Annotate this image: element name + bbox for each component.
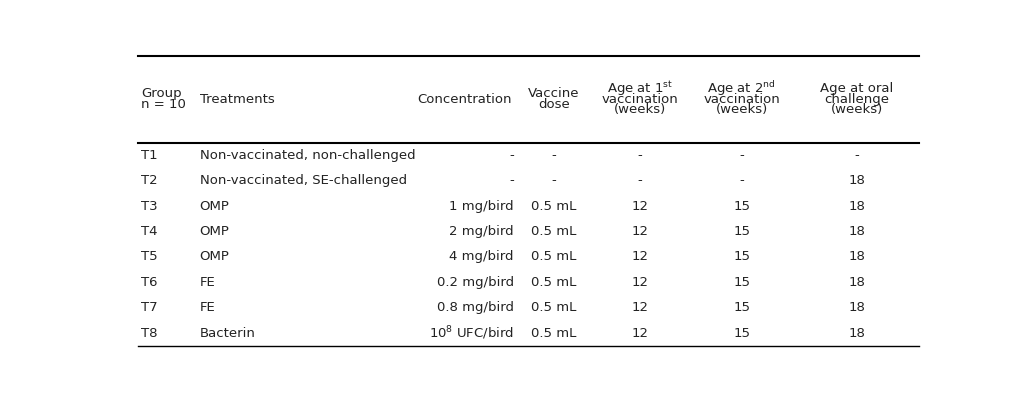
Text: 12: 12: [631, 327, 648, 340]
Text: challenge: challenge: [825, 93, 890, 106]
Text: 12: 12: [631, 276, 648, 289]
Text: 18: 18: [849, 276, 865, 289]
Text: -: -: [509, 174, 514, 187]
Text: 0.5 mL: 0.5 mL: [531, 251, 577, 263]
Text: 2 mg/bird: 2 mg/bird: [449, 225, 514, 238]
Text: 0.5 mL: 0.5 mL: [531, 276, 577, 289]
Text: T1: T1: [141, 149, 158, 162]
Text: FE: FE: [200, 301, 215, 314]
Text: -: -: [637, 149, 642, 162]
Text: Group: Group: [141, 87, 182, 101]
Text: Age at oral: Age at oral: [820, 82, 894, 95]
Text: 15: 15: [734, 327, 750, 340]
Text: 15: 15: [734, 225, 750, 238]
Text: 0.8 mg/bird: 0.8 mg/bird: [437, 301, 514, 314]
Text: 10$^{8}$ UFC/bird: 10$^{8}$ UFC/bird: [429, 324, 514, 342]
Text: T7: T7: [141, 301, 158, 314]
Text: (weeks): (weeks): [715, 103, 767, 116]
Text: 4 mg/bird: 4 mg/bird: [449, 251, 514, 263]
Text: 0.2 mg/bird: 0.2 mg/bird: [437, 276, 514, 289]
Text: 12: 12: [631, 251, 648, 263]
Text: Age at 2$^{\mathrm{nd}}$: Age at 2$^{\mathrm{nd}}$: [707, 79, 776, 98]
Text: Age at 1$^{\mathrm{st}}$: Age at 1$^{\mathrm{st}}$: [607, 79, 673, 98]
Text: 15: 15: [734, 251, 750, 263]
Text: 15: 15: [734, 301, 750, 314]
Text: 18: 18: [849, 251, 865, 263]
Text: FE: FE: [200, 276, 215, 289]
Text: 0.5 mL: 0.5 mL: [531, 225, 577, 238]
Text: T4: T4: [141, 225, 157, 238]
Text: 12: 12: [631, 301, 648, 314]
Text: -: -: [552, 149, 556, 162]
Text: 1 mg/bird: 1 mg/bird: [449, 200, 514, 213]
Text: OMP: OMP: [200, 200, 230, 213]
Text: (weeks): (weeks): [831, 103, 883, 116]
Text: 0.5 mL: 0.5 mL: [531, 301, 577, 314]
Text: vaccination: vaccination: [601, 93, 678, 106]
Text: Treatments: Treatments: [200, 93, 274, 106]
Text: -: -: [509, 149, 514, 162]
Text: T5: T5: [141, 251, 158, 263]
Text: T3: T3: [141, 200, 158, 213]
Text: T6: T6: [141, 276, 157, 289]
Text: 12: 12: [631, 200, 648, 213]
Text: -: -: [637, 174, 642, 187]
Text: Concentration: Concentration: [417, 93, 511, 106]
Text: 0.5 mL: 0.5 mL: [531, 200, 577, 213]
Text: 18: 18: [849, 200, 865, 213]
Text: T8: T8: [141, 327, 157, 340]
Text: 18: 18: [849, 301, 865, 314]
Text: Non-vaccinated, SE-challenged: Non-vaccinated, SE-challenged: [200, 174, 406, 187]
Text: 15: 15: [734, 200, 750, 213]
Text: 12: 12: [631, 225, 648, 238]
Text: vaccination: vaccination: [703, 93, 780, 106]
Text: n = 10: n = 10: [141, 98, 186, 111]
Text: (weeks): (weeks): [614, 103, 666, 116]
Text: Bacterin: Bacterin: [200, 327, 255, 340]
Text: Vaccine: Vaccine: [528, 87, 580, 101]
Text: 18: 18: [849, 327, 865, 340]
Text: OMP: OMP: [200, 225, 230, 238]
Text: 18: 18: [849, 225, 865, 238]
Text: 18: 18: [849, 174, 865, 187]
Text: -: -: [552, 174, 556, 187]
Text: Non-vaccinated, non-challenged: Non-vaccinated, non-challenged: [200, 149, 416, 162]
Text: 15: 15: [734, 276, 750, 289]
Text: -: -: [739, 149, 744, 162]
Text: T2: T2: [141, 174, 158, 187]
Text: 0.5 mL: 0.5 mL: [531, 327, 577, 340]
Text: OMP: OMP: [200, 251, 230, 263]
Text: -: -: [855, 149, 859, 162]
Text: dose: dose: [538, 98, 569, 111]
Text: -: -: [739, 174, 744, 187]
